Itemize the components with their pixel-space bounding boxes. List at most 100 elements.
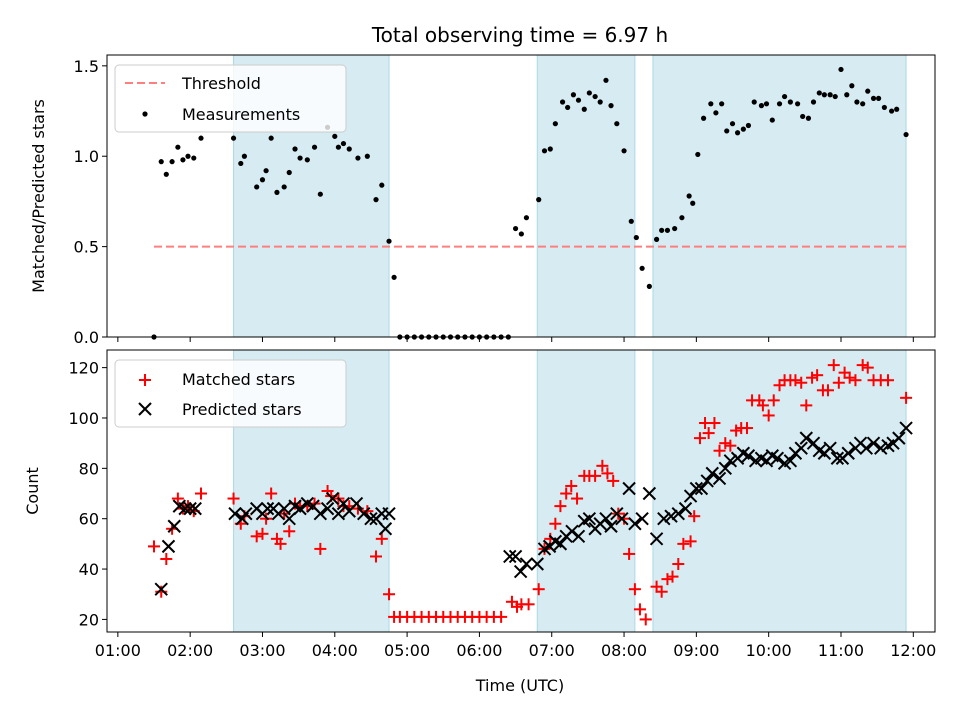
matched-star-point: [256, 527, 269, 540]
predicted-star-point: [349, 496, 364, 511]
measurement-point: [575, 97, 582, 103]
measurement-point: [552, 121, 558, 127]
matched-star-point: [260, 512, 273, 525]
matched-star-point: [589, 469, 602, 482]
measurement-point: [821, 92, 827, 98]
x-tick-label: 03:00: [239, 641, 285, 660]
measurement-point: [724, 128, 730, 134]
measurement-point: [373, 197, 379, 203]
x-tick-label: 12:00: [890, 641, 936, 660]
predicted-star-point: [519, 557, 534, 571]
matched-star-point: [155, 585, 168, 598]
matched-star-point: [639, 613, 652, 626]
matched-star-point: [677, 537, 690, 550]
measurement-point: [364, 153, 370, 159]
predicted-stars-series: [154, 421, 913, 596]
measurement-point: [297, 155, 303, 161]
matched-star-point: [370, 550, 383, 563]
predicted-star-point: [718, 461, 732, 476]
predicted-star-point: [604, 519, 618, 533]
matched-star-point: [861, 361, 874, 374]
y-ticks-top: 0.0 0.5 1.0 1.5: [74, 57, 107, 347]
predicted-star-point: [671, 506, 685, 521]
y-tick-label: 1.0: [74, 147, 99, 166]
predicted-star-point: [503, 549, 517, 564]
x-tick-label: 06:00: [456, 641, 502, 660]
measurement-point: [763, 101, 770, 107]
predicted-star-point: [336, 496, 351, 511]
matched-star-point: [274, 537, 287, 550]
measurement-point: [581, 106, 587, 112]
x-axis-label: Time (UTC): [475, 676, 564, 695]
measurement-point: [849, 83, 855, 89]
matched-star-point: [314, 542, 327, 555]
y-tick-label: 100: [68, 409, 99, 428]
predicted-star-point: [565, 524, 579, 538]
top-panel: 0.0 0.5 1.0 1.5 Matched/Predicted stars Thr…: [29, 54, 936, 347]
x-tick-label: 07:00: [529, 641, 575, 660]
measurement-point: [386, 238, 392, 244]
predicted-star-point: [331, 506, 346, 521]
measurement-point: [800, 113, 806, 120]
y-axis-label-top: Matched/Predicted stars: [29, 99, 48, 293]
predicted-star-point: [167, 519, 181, 533]
measurement-point: [198, 135, 204, 141]
x-tick-label: 01:00: [95, 641, 141, 660]
y-tick-label: 0.5: [74, 238, 99, 257]
matched-star-point: [148, 540, 161, 553]
matched-star-point: [800, 399, 813, 412]
measurement-point: [745, 122, 752, 129]
predicted-star-point: [178, 501, 192, 516]
measurement-point: [163, 171, 169, 177]
measurement-point: [781, 93, 788, 100]
measurement-point: [719, 101, 725, 107]
measurement-point: [523, 215, 530, 221]
measurement-point: [870, 95, 877, 101]
matched-star-point: [601, 467, 614, 480]
predicted-star-point: [841, 446, 855, 460]
measurement-point: [547, 146, 553, 152]
matched-star-point: [250, 530, 263, 543]
predicted-star-point: [282, 511, 296, 526]
matched-star-point: [849, 374, 862, 387]
predicted-star-point: [615, 511, 629, 526]
predicted-star-point: [313, 506, 328, 521]
predicted-star-point: [770, 451, 785, 465]
matched-star-point: [554, 500, 567, 513]
matched-star-point: [708, 417, 721, 430]
matched-star-point: [375, 532, 388, 545]
legend-frame-bottom: [114, 359, 347, 428]
measurement-point: [335, 144, 342, 150]
legend-top: Threshold Measurements: [114, 64, 347, 133]
x-tick-label: 08:00: [601, 641, 647, 660]
predicted-star-point: [508, 549, 523, 564]
matched-star-point: [767, 394, 780, 407]
measurement-point: [865, 88, 871, 94]
measurement-point: [679, 215, 685, 221]
measurement-point: [597, 99, 603, 105]
measurement-point: [708, 101, 714, 107]
measurement-point: [391, 274, 397, 280]
measurement-point: [274, 189, 280, 195]
y-tick-label: 20: [79, 610, 99, 629]
shaded-interval: [537, 350, 635, 632]
matched-star-point: [571, 492, 584, 505]
predicted-star-point: [325, 491, 340, 506]
matched-star-point: [713, 444, 726, 457]
measurement-point: [355, 155, 361, 161]
measurement-point: [769, 117, 775, 123]
predicted-star-point: [642, 486, 657, 501]
predicted-star-point: [553, 537, 568, 551]
measurement-point: [263, 168, 269, 174]
measurement-point: [832, 93, 838, 100]
measurement-point: [317, 191, 323, 197]
matched-star-point: [773, 379, 786, 392]
measurement-point: [603, 77, 609, 83]
predicted-star-point: [723, 454, 738, 468]
matched-star-point: [549, 517, 562, 530]
measurement-point: [238, 160, 244, 167]
matched-star-point: [688, 510, 701, 523]
x-tick-label: 02:00: [167, 641, 213, 660]
legend-matched-label: Matched stars: [182, 370, 295, 389]
